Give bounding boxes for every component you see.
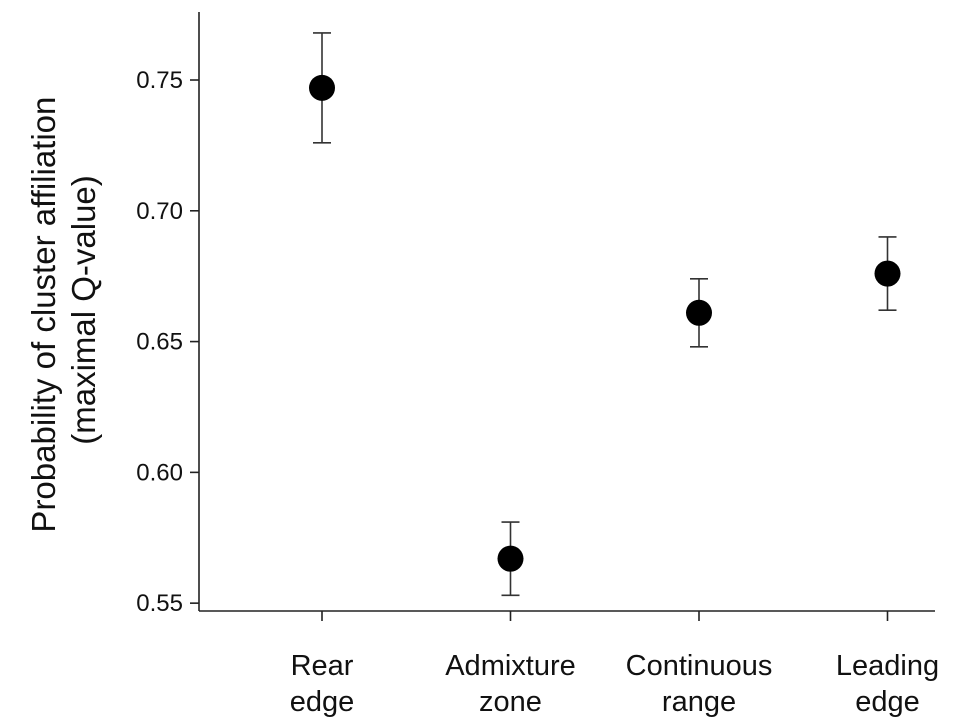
data-point (309, 74, 335, 101)
y-tick-label: 0.75 (136, 67, 183, 94)
y-tick-label: 0.70 (136, 198, 183, 225)
data-point (686, 299, 712, 326)
x-tick-label: Admixture zone (445, 650, 576, 718)
data-points (309, 74, 901, 572)
error-bars (313, 32, 897, 597)
y-tick-label: 0.55 (136, 590, 183, 617)
y-axis-title-line-1: Probability of cluster affiliation (25, 97, 62, 533)
y-tick-label: 0.60 (136, 459, 183, 486)
x-tick-label: Rear edge (290, 650, 355, 718)
data-point (874, 260, 901, 287)
y-tick-label: 0.65 (136, 329, 183, 356)
data-point (497, 545, 524, 572)
y-axis-title-line-2: (maximal Q-value) (65, 175, 102, 445)
y-ticks: 0.55 0.60 0.65 0.70 0.75 (136, 67, 199, 617)
x-tick-label: Continuous range (626, 650, 773, 718)
axes (198, 12, 935, 612)
y-axis-title: Probability of cluster affiliation (maxi… (25, 87, 102, 532)
x-ticks: Rear edge Admixture zone Continuous range Lead… (290, 611, 939, 718)
x-tick-label: Leading edge (836, 650, 939, 718)
